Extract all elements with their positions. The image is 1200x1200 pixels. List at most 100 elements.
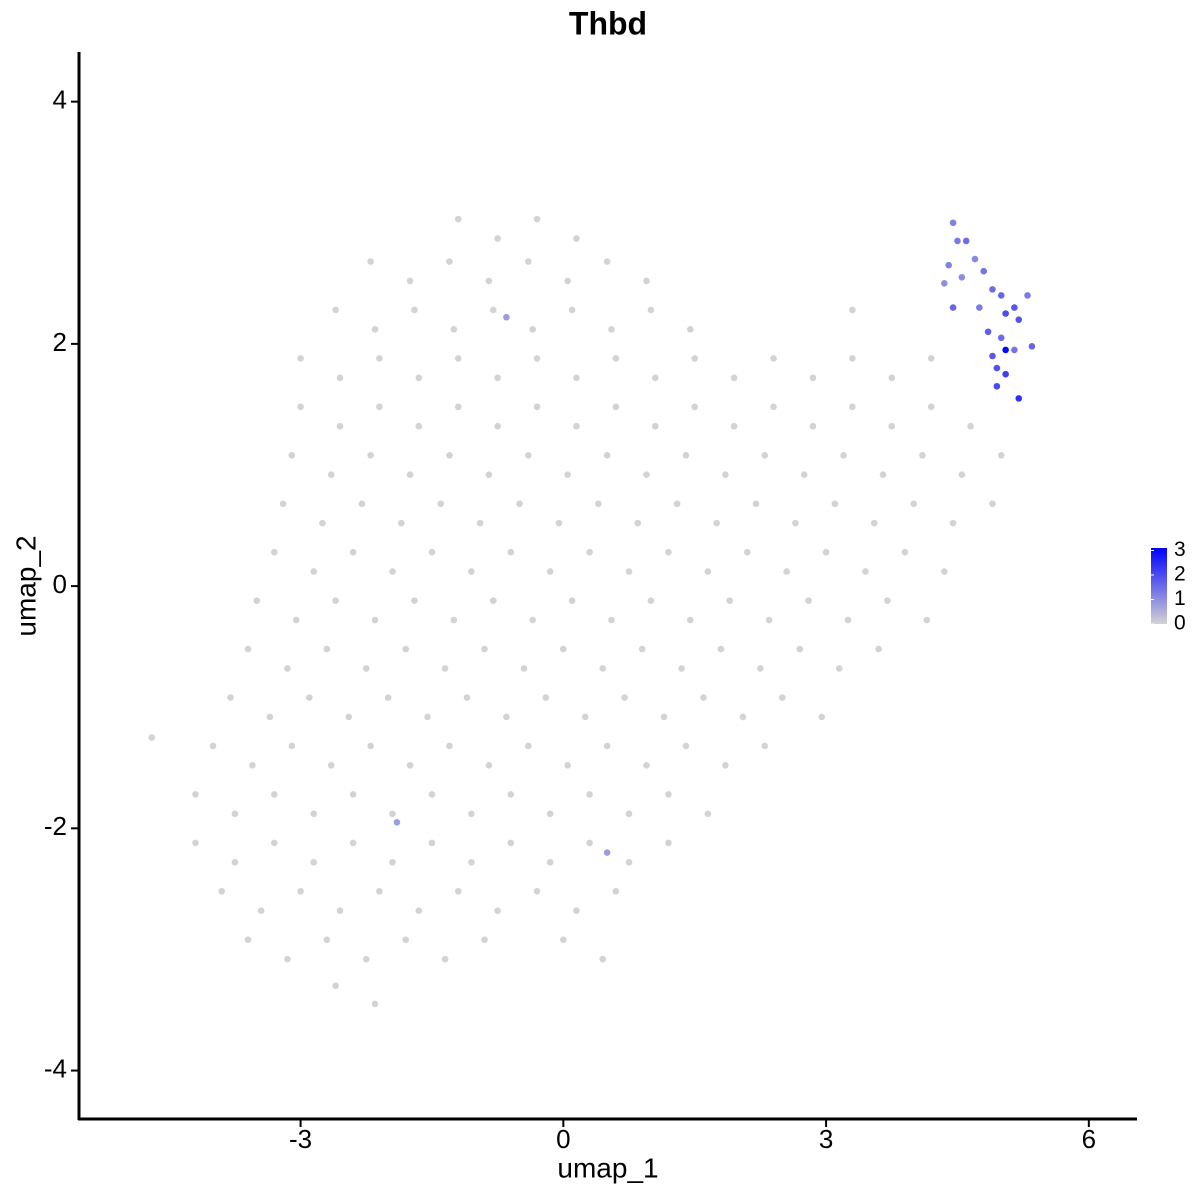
cell-point xyxy=(231,858,239,866)
cell-point xyxy=(757,665,764,672)
cell-point xyxy=(599,955,607,963)
cell-point xyxy=(888,374,896,382)
cell-point xyxy=(284,665,291,672)
cell-point xyxy=(573,907,580,914)
cell-point xyxy=(927,355,935,362)
cell-point xyxy=(468,568,475,575)
cell-point xyxy=(954,237,961,245)
y-tick-label: 2 xyxy=(53,327,67,357)
cell-point xyxy=(288,452,296,459)
cell-point xyxy=(546,568,554,575)
cell-point xyxy=(595,500,602,508)
cell-point xyxy=(384,694,392,701)
cell-point xyxy=(997,292,1005,299)
cell-point xyxy=(389,810,396,818)
cell-point xyxy=(665,548,672,556)
cell-point xyxy=(700,694,707,701)
cell-point xyxy=(244,645,252,653)
cell-point xyxy=(822,548,830,556)
cell-point xyxy=(362,665,370,672)
cell-point xyxy=(310,568,318,575)
cell-point xyxy=(441,955,449,963)
cell-point xyxy=(376,355,383,362)
cell-point xyxy=(406,762,414,769)
cell-point xyxy=(958,471,966,478)
cell-point xyxy=(573,422,580,430)
cell-point xyxy=(524,452,532,459)
cell-point xyxy=(529,616,536,624)
cell-point xyxy=(564,762,572,769)
cell-point xyxy=(835,665,843,672)
cell-point xyxy=(643,762,650,769)
cell-point xyxy=(888,422,896,430)
cell-point xyxy=(634,519,642,527)
cell-point xyxy=(297,355,304,362)
cell-point xyxy=(831,500,839,508)
cell-point xyxy=(406,277,414,285)
cell-point xyxy=(665,839,672,847)
cell-point xyxy=(612,888,620,895)
cell-point xyxy=(941,568,948,575)
cell-point xyxy=(402,936,409,944)
cell-point xyxy=(192,791,199,798)
cell-point xyxy=(586,839,593,847)
colorbar-tick-label: 1 xyxy=(1174,587,1186,610)
cell-point xyxy=(849,306,856,314)
cell-point xyxy=(651,374,659,382)
x-axis-label: umap_1 xyxy=(557,1152,658,1183)
cell-point xyxy=(454,403,462,411)
cell-point xyxy=(485,277,493,285)
cell-point xyxy=(1002,346,1009,354)
cell-point xyxy=(603,742,611,750)
cell-point xyxy=(345,713,353,721)
cell-point xyxy=(463,694,471,701)
cell-point xyxy=(687,616,694,624)
cell-point xyxy=(870,519,878,527)
cell-point xyxy=(529,326,536,333)
cell-point xyxy=(310,810,318,818)
cell-point xyxy=(713,519,720,527)
cell-point xyxy=(533,355,541,362)
cell-point xyxy=(726,597,734,604)
cell-point xyxy=(984,328,992,336)
cell-point xyxy=(962,237,970,245)
cell-point xyxy=(288,742,296,750)
cell-point xyxy=(621,694,628,701)
cell-point xyxy=(411,597,418,604)
cell-point xyxy=(279,500,287,508)
cell-point xyxy=(678,665,685,672)
cell-point xyxy=(271,839,278,847)
cell-point xyxy=(980,267,988,275)
cell-point xyxy=(997,452,1005,459)
cell-point xyxy=(564,277,572,285)
cell-point xyxy=(424,713,431,721)
cell-point xyxy=(844,616,852,624)
cell-point xyxy=(249,762,256,769)
cell-point xyxy=(949,519,957,527)
cell-point xyxy=(503,713,510,721)
cell-point xyxy=(266,713,274,721)
cell-point xyxy=(800,471,808,478)
cell-point xyxy=(608,326,615,333)
cell-point xyxy=(1002,370,1009,378)
cell-point xyxy=(625,568,633,575)
cell-point xyxy=(218,888,226,895)
cell-point xyxy=(647,306,655,314)
cell-point xyxy=(349,791,357,798)
cell-point xyxy=(446,258,453,265)
cell-point xyxy=(761,452,769,459)
cell-point xyxy=(927,403,935,411)
cell-point xyxy=(441,665,449,672)
cell-point xyxy=(371,1000,379,1008)
cell-point xyxy=(941,280,948,287)
cell-point xyxy=(507,548,515,556)
cell-point xyxy=(739,713,747,721)
cell-point xyxy=(717,645,725,653)
cell-point xyxy=(332,982,339,990)
cell-point xyxy=(306,694,313,701)
cell-point xyxy=(1002,310,1009,317)
cell-point xyxy=(1015,395,1023,402)
y-tick-label: -4 xyxy=(44,1053,67,1083)
cell-point xyxy=(454,355,462,362)
cell-point xyxy=(292,616,300,624)
